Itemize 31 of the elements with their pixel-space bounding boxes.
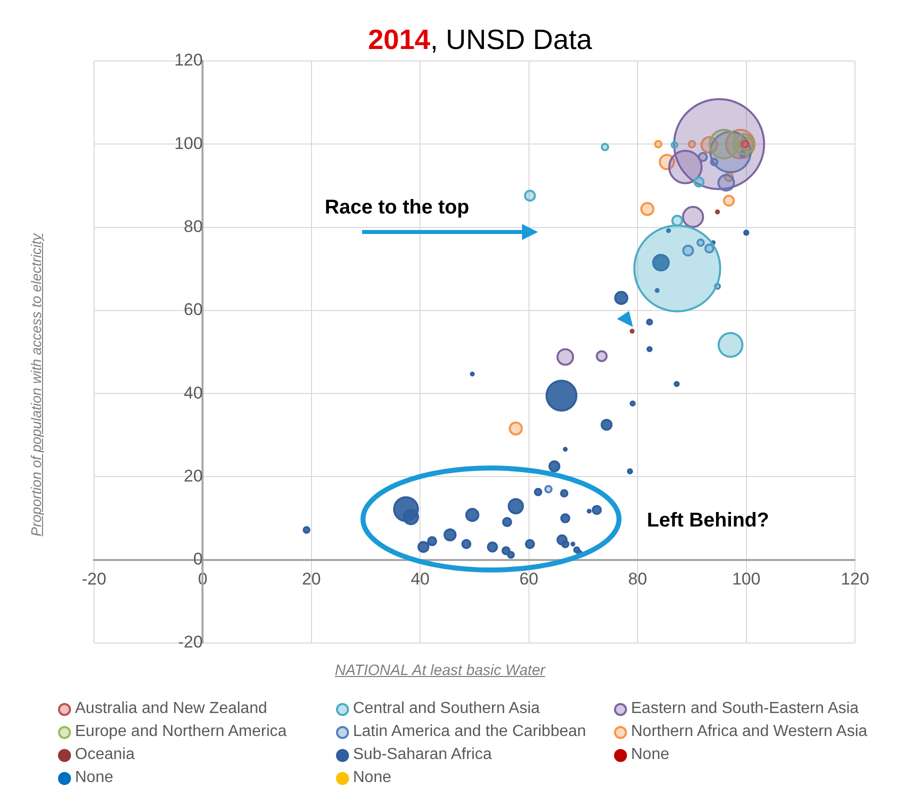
legend-label: Northern Africa and Western Asia bbox=[630, 723, 868, 741]
x-tick-label: 80 bbox=[628, 570, 648, 589]
x-axis-title: NATIONAL At least basic Water bbox=[334, 662, 546, 679]
legend-label: Europe and Northern America bbox=[74, 723, 288, 741]
y-tick-label: 120 bbox=[174, 50, 203, 70]
y-tick-label: 20 bbox=[184, 466, 203, 486]
legend-label: Oceania bbox=[74, 746, 136, 764]
x-tick-label: 100 bbox=[732, 570, 760, 589]
x-tick-label: 40 bbox=[410, 570, 430, 589]
annotation: Race to the top bbox=[324, 196, 470, 220]
annotation: Left Behind? bbox=[646, 510, 770, 532]
legend-label: Eastern and South-Eastern Asia bbox=[630, 700, 860, 718]
y-tick-label: 80 bbox=[184, 216, 203, 236]
legend-label: None bbox=[630, 746, 670, 764]
legend-label: Central and Southern Asia bbox=[352, 700, 541, 718]
x-tick-label: -20 bbox=[82, 570, 106, 589]
y-tick-label: 60 bbox=[184, 300, 203, 320]
x-tick-label: 60 bbox=[519, 570, 538, 589]
legend-label: Sub-Saharan Africa bbox=[352, 746, 493, 764]
x-tick-label: 20 bbox=[302, 570, 321, 589]
x-tick-label: 120 bbox=[840, 570, 870, 589]
chart-title: 2014, UNSD Data bbox=[366, 24, 594, 56]
legend-label: None bbox=[352, 769, 392, 787]
legend-label: None bbox=[74, 769, 114, 787]
legend-label: Australia and New Zealand bbox=[74, 700, 268, 718]
y-tick-label: -20 bbox=[178, 632, 203, 652]
y-tick-label: 100 bbox=[174, 134, 203, 153]
legend-label: Latin America and the Caribbean bbox=[352, 723, 588, 741]
y-axis-title: Proportion of population with access to electricity bbox=[28, 234, 44, 536]
y-tick-label: 0 bbox=[193, 550, 203, 569]
y-tick-label: 40 bbox=[184, 383, 203, 402]
